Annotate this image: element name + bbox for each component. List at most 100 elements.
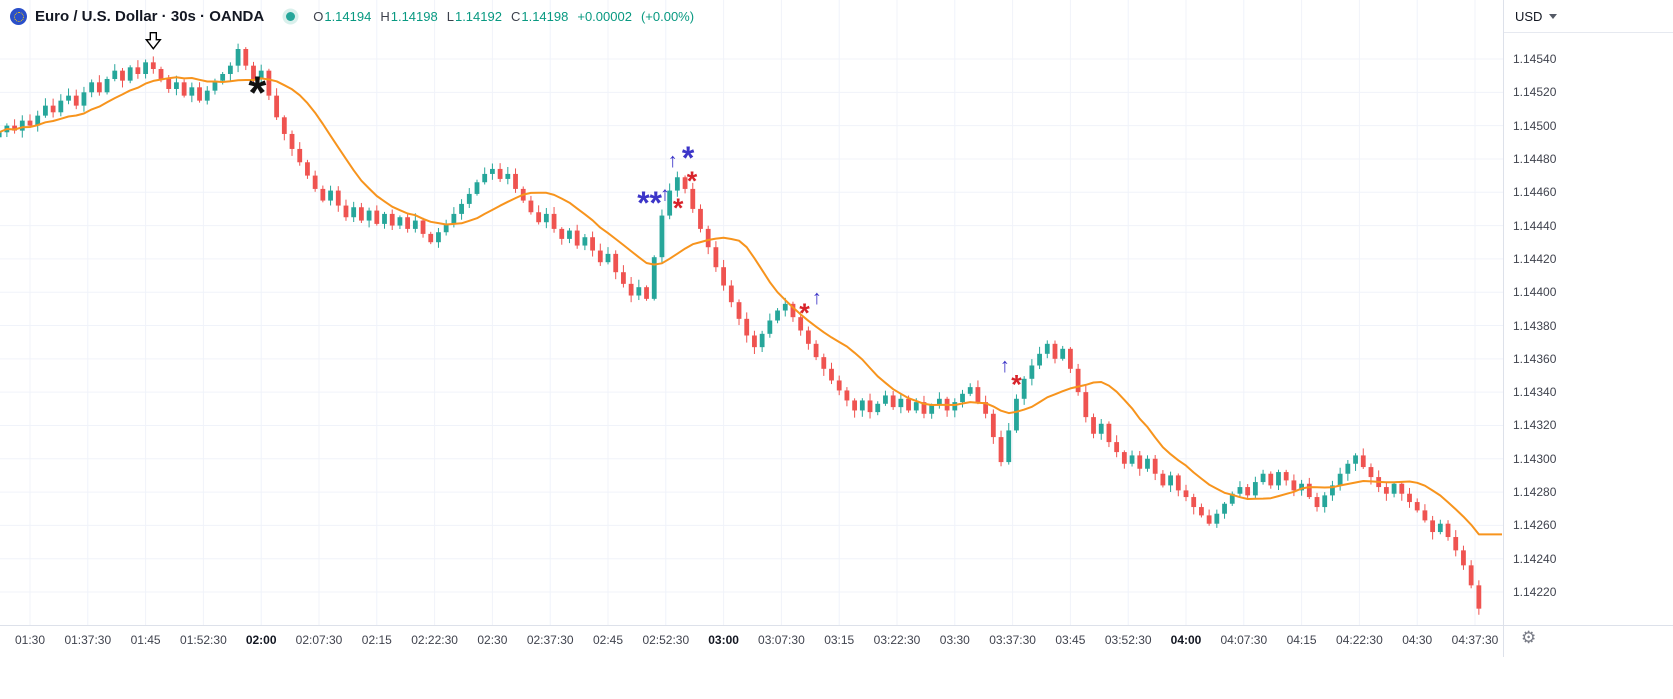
blue-up-arrow-marker-2: ↑ bbox=[668, 150, 678, 172]
candle-body bbox=[405, 217, 411, 229]
change-value: +0.00002 bbox=[577, 9, 632, 24]
candle-body bbox=[1044, 343, 1050, 354]
candle-body bbox=[482, 173, 488, 183]
candle-body bbox=[859, 400, 865, 411]
time-axis-label: 04:15 bbox=[1286, 633, 1317, 647]
currency-selector[interactable]: USD bbox=[1504, 0, 1673, 33]
candle-body bbox=[821, 357, 827, 369]
candle-body bbox=[1175, 475, 1181, 491]
candle-body bbox=[96, 82, 102, 93]
candle-body bbox=[628, 283, 634, 296]
candle-body bbox=[320, 188, 326, 201]
candle-body bbox=[1337, 473, 1343, 486]
candle-body bbox=[1183, 490, 1189, 498]
candle-body bbox=[0, 132, 2, 138]
candle-body bbox=[382, 213, 387, 224]
candle-body bbox=[829, 368, 834, 381]
candle-body bbox=[289, 133, 295, 149]
candle-body bbox=[536, 212, 542, 223]
candle-body bbox=[967, 387, 973, 394]
symbol-title[interactable]: Euro / U.S. Dollar · 30s · OANDA bbox=[35, 8, 265, 25]
candle-body bbox=[43, 105, 48, 116]
candle-body bbox=[281, 117, 287, 134]
price-axis-label: 1.14320 bbox=[1513, 418, 1557, 433]
price-axis-label: 1.14440 bbox=[1513, 218, 1557, 233]
candle-body bbox=[258, 70, 264, 79]
candle-body bbox=[374, 210, 380, 224]
candle-body bbox=[189, 87, 195, 96]
data-status-icon[interactable] bbox=[286, 12, 296, 21]
candle-body bbox=[975, 387, 981, 403]
candle-body bbox=[1098, 423, 1104, 434]
price-axis-label: 1.14360 bbox=[1513, 351, 1557, 366]
candle-body bbox=[127, 67, 133, 81]
candle-body bbox=[852, 400, 858, 411]
symbol-logo-icon[interactable] bbox=[10, 8, 27, 25]
candle-body bbox=[913, 402, 919, 411]
price-axis[interactable]: USD 1.14540 1.14520 1.14500 1.14480 1.14460 1… bbox=[1504, 0, 1673, 625]
candle-body bbox=[990, 413, 996, 438]
red-asterisk-marker-1: * bbox=[673, 193, 684, 223]
candle-body bbox=[983, 402, 989, 414]
currency-label: USD bbox=[1515, 8, 1543, 24]
gear-icon[interactable]: ⚙ bbox=[1521, 628, 1537, 647]
candle-body bbox=[636, 287, 642, 296]
blue-up-arrow-marker-4: ↑ bbox=[1000, 355, 1010, 377]
candle-body bbox=[227, 65, 233, 74]
candle-body bbox=[58, 100, 64, 113]
candle-body bbox=[251, 65, 256, 79]
open-label: O bbox=[313, 9, 324, 24]
price-axis-label: 1.14300 bbox=[1513, 451, 1557, 466]
axis-corner: ⚙ bbox=[1504, 626, 1673, 657]
candle-body bbox=[1283, 472, 1289, 481]
candle-body bbox=[297, 148, 303, 163]
candle-body bbox=[752, 335, 757, 348]
candle-body bbox=[274, 95, 280, 118]
candle-body bbox=[567, 230, 572, 239]
red-asterisk-marker-4: * bbox=[1011, 369, 1022, 399]
price-axis-label: 1.14520 bbox=[1513, 85, 1557, 100]
candle-body bbox=[490, 168, 495, 174]
candle-body bbox=[1114, 442, 1120, 453]
candle-body bbox=[767, 320, 773, 334]
time-axis-label: 02:00 bbox=[245, 633, 277, 647]
candle-body bbox=[898, 398, 904, 408]
candle-body bbox=[181, 82, 187, 96]
candle-body bbox=[867, 400, 873, 413]
candle-body bbox=[513, 173, 518, 189]
candle-body bbox=[651, 257, 657, 299]
high-value: 1.14198 bbox=[390, 9, 438, 24]
candle-body bbox=[1245, 487, 1251, 496]
candle-body bbox=[782, 303, 788, 311]
candle-body bbox=[459, 203, 464, 214]
candle-body bbox=[1268, 473, 1274, 486]
candle-body bbox=[428, 233, 434, 243]
candle-body bbox=[559, 228, 565, 239]
candle-body bbox=[674, 177, 680, 191]
candle-body bbox=[1299, 483, 1305, 491]
candle-body bbox=[574, 230, 580, 246]
candle-body bbox=[998, 437, 1004, 463]
candle-body bbox=[613, 253, 619, 273]
time-axis-label: 03:30 bbox=[939, 633, 970, 647]
candle-body bbox=[158, 68, 164, 79]
chevron-down-icon bbox=[1549, 13, 1558, 19]
time-axis-label: 03:00 bbox=[708, 633, 739, 647]
candle-body bbox=[1260, 473, 1266, 483]
candle-body bbox=[906, 398, 911, 411]
candle-body bbox=[220, 73, 226, 81]
time-axis[interactable]: 01:30 01:37:30 01:45 01:52:30 02:00 02:07:30 0… bbox=[0, 626, 1503, 657]
chart-canvas[interactable]: * * * ↑ * ↑ * * * ↑ ↑ * Euro / U.S. Dollar · 30s · … bbox=[0, 0, 1503, 625]
black-asterisk-marker: * bbox=[248, 66, 266, 118]
candle-body bbox=[582, 237, 588, 246]
candle-body bbox=[798, 317, 804, 331]
candle-body bbox=[1052, 343, 1058, 359]
candle-body bbox=[883, 395, 888, 404]
red-asterisk-marker-3: * bbox=[799, 298, 810, 328]
candle-body bbox=[451, 213, 457, 224]
time-axis-label: 02:45 bbox=[592, 633, 624, 647]
candle-body bbox=[1414, 502, 1420, 511]
candle-body bbox=[1152, 458, 1158, 474]
candle-body bbox=[343, 205, 349, 218]
time-axis-separator bbox=[0, 625, 1673, 626]
